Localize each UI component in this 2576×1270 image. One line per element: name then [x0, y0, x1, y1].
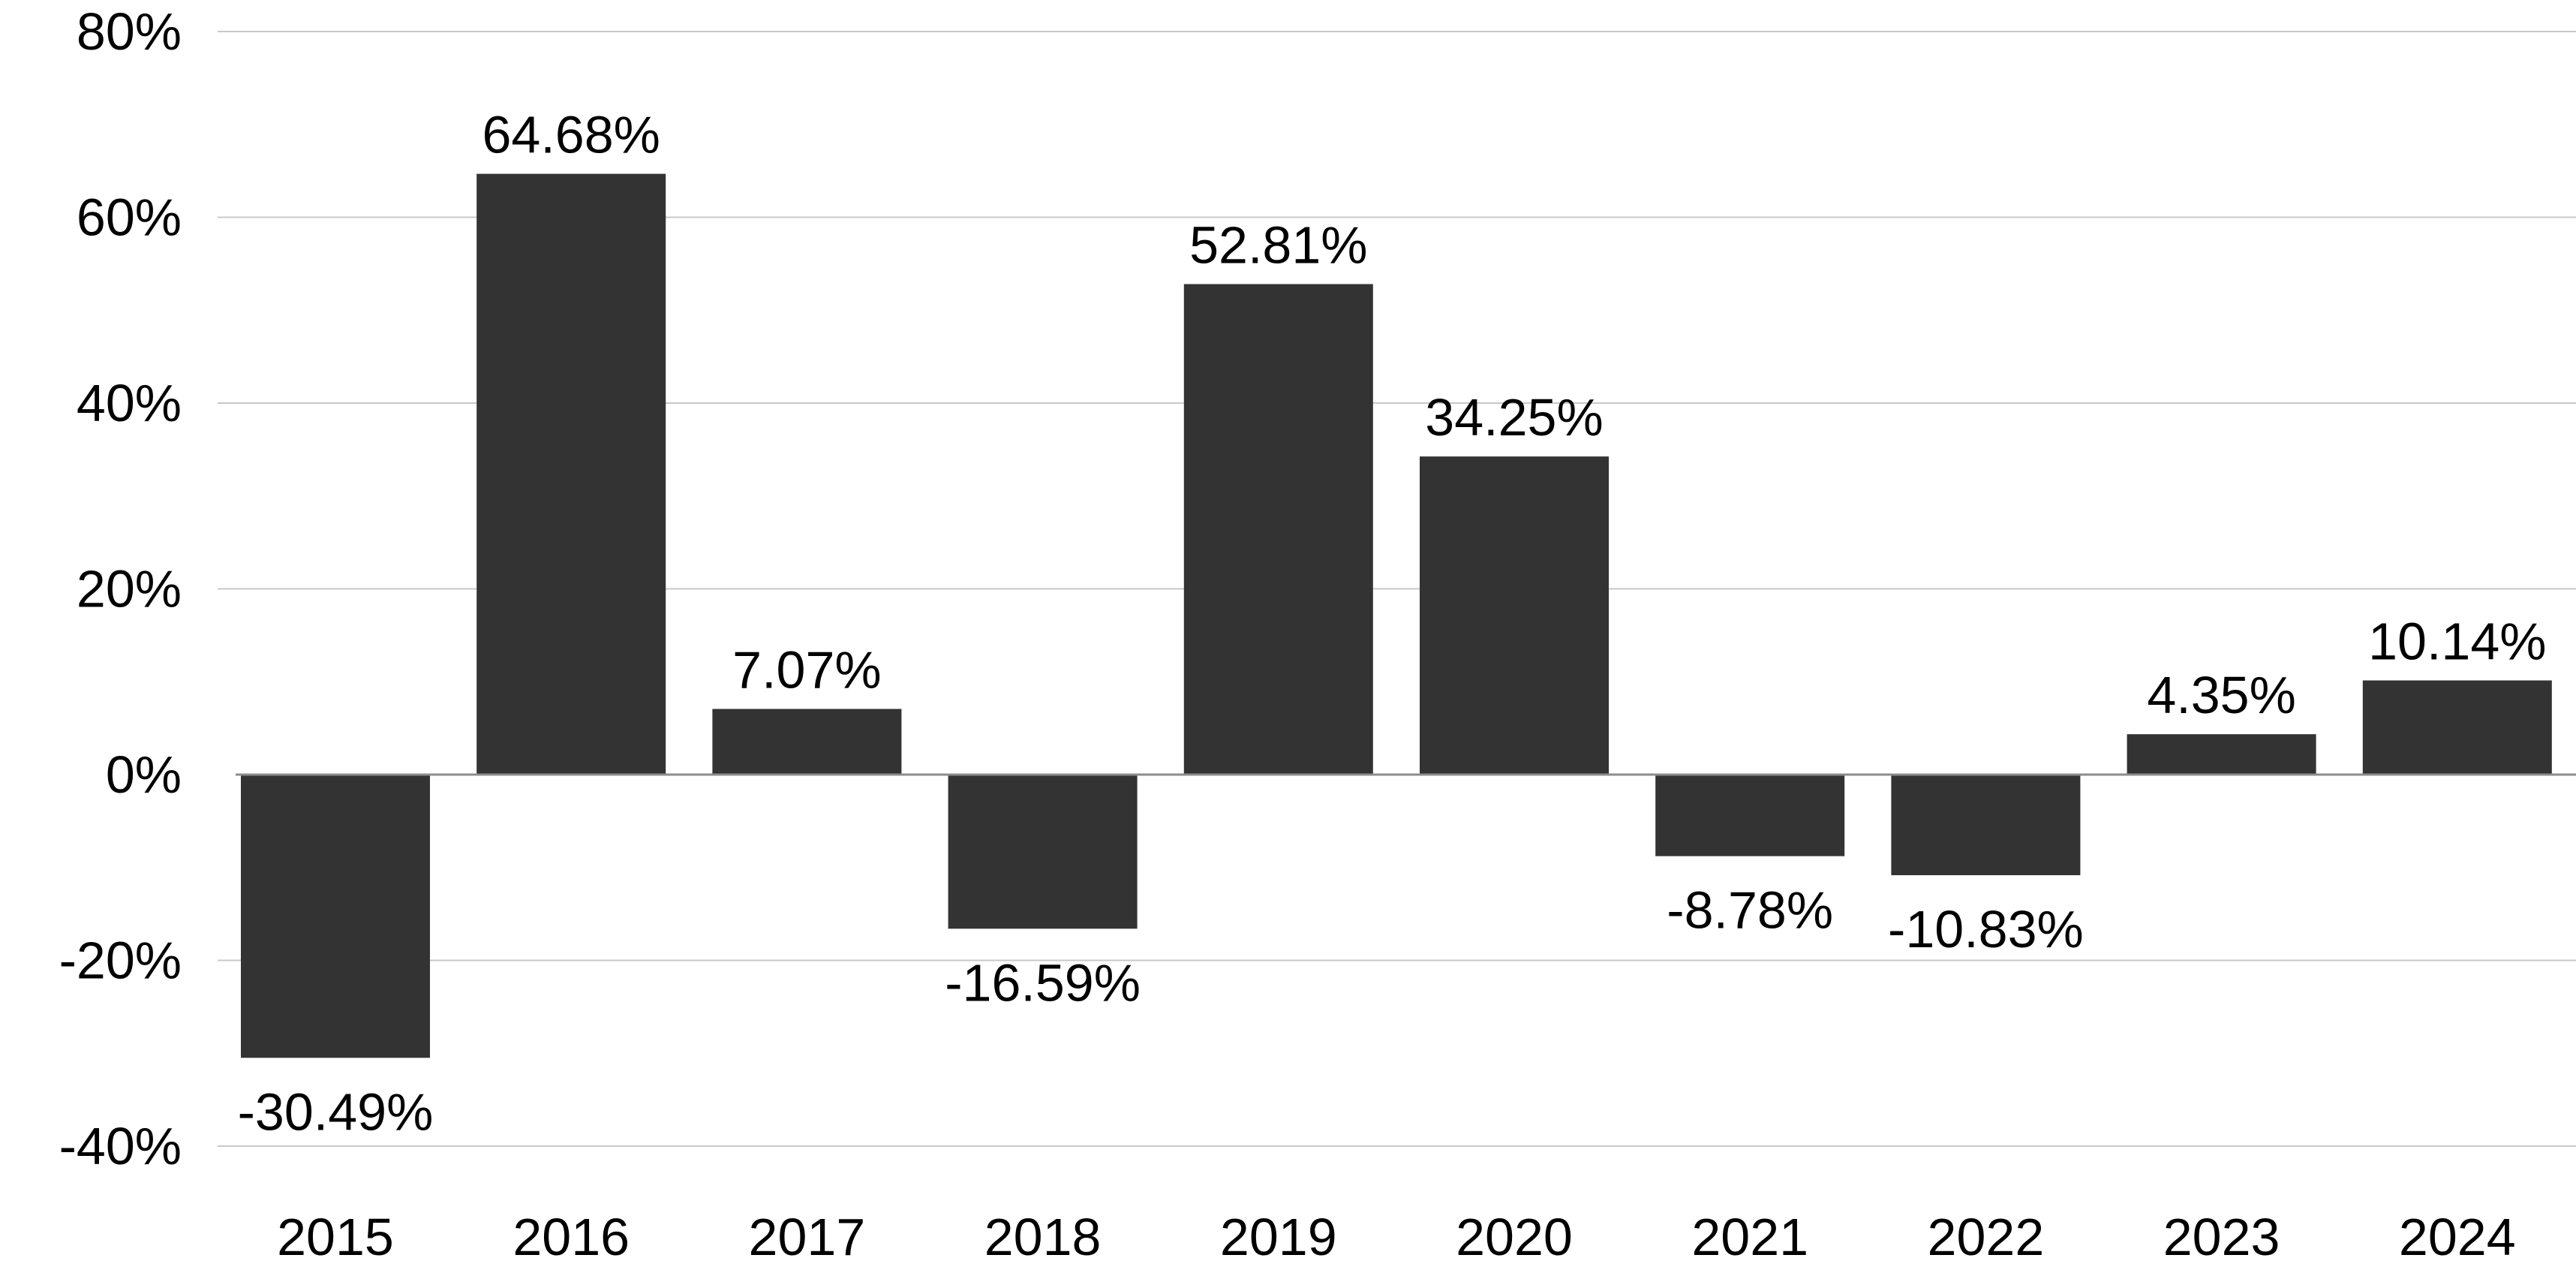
- data-label-2022: -10.83%: [1888, 900, 2084, 959]
- bar-2022: [1891, 775, 2081, 876]
- data-label-2017: 7.07%: [732, 641, 881, 700]
- data-label-2016: 64.68%: [482, 106, 660, 164]
- x-tick-label: 2018: [984, 1208, 1102, 1266]
- y-tick-label: 20%: [77, 560, 182, 618]
- bar-2016: [476, 173, 666, 775]
- bars: [241, 173, 2552, 1058]
- x-tick-label: 2016: [512, 1208, 630, 1266]
- bar-2019: [1183, 284, 1373, 775]
- x-tick-label: 2022: [1928, 1208, 2045, 1266]
- x-tick-label: 2024: [2399, 1208, 2516, 1266]
- bar-2015: [241, 775, 430, 1058]
- x-tick-label: 2023: [2163, 1208, 2280, 1266]
- bar-2018: [948, 775, 1138, 929]
- x-axis-tick-labels: 2015 2016 2017 2018 2019 2020 2021 2022 2023 2024: [277, 1208, 2516, 1266]
- data-labels: -30.49% 64.68% 7.07% -16.59% 52.81% 34.25% -8.…: [238, 106, 2547, 1142]
- data-label-2023: 4.35%: [2147, 666, 2295, 724]
- data-label-2015: -30.49%: [238, 1082, 434, 1141]
- y-tick-label: 0%: [106, 745, 182, 804]
- x-tick-label: 2015: [277, 1208, 394, 1266]
- x-tick-label: 2021: [1691, 1208, 1808, 1266]
- x-tick-label: 2019: [1220, 1208, 1337, 1266]
- bar-2021: [1655, 775, 1845, 856]
- data-label-2021: -8.78%: [1667, 881, 1833, 940]
- y-tick-label: 60%: [77, 188, 182, 247]
- data-label-2019: 52.81%: [1189, 215, 1367, 274]
- bar-2020: [1420, 456, 1609, 775]
- y-tick-label: -40%: [59, 1117, 182, 1175]
- y-tick-label: 40%: [77, 374, 182, 432]
- x-tick-label: 2020: [1456, 1208, 1573, 1266]
- data-label-2018: -16.59%: [945, 953, 1141, 1012]
- data-label-2024: 10.14%: [2368, 612, 2546, 671]
- bar-2024: [2362, 680, 2552, 775]
- bar-2017: [712, 709, 902, 775]
- data-label-2020: 34.25%: [1425, 388, 1603, 447]
- bar-2023: [2127, 734, 2316, 775]
- y-tick-label: 80%: [77, 2, 182, 61]
- x-tick-label: 2017: [749, 1208, 866, 1266]
- y-tick-label: -20%: [59, 931, 182, 990]
- y-axis-tick-labels: 80% 60% 40% 20% 0% -20% -40%: [59, 2, 182, 1175]
